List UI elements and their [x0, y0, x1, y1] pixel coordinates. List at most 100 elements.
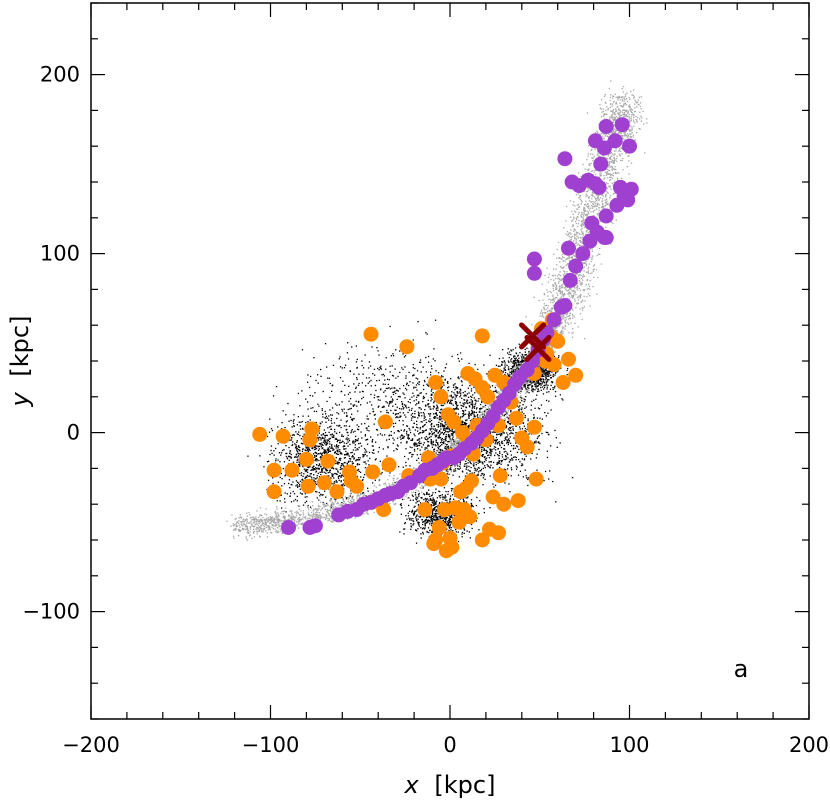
black-particle: [424, 520, 426, 522]
black-particle: [358, 373, 360, 375]
black-particle: [352, 405, 355, 407]
black-particle: [330, 447, 332, 449]
black-particle: [507, 441, 509, 443]
black-particle: [405, 448, 407, 450]
black-particle: [438, 425, 440, 427]
black-particle: [339, 439, 341, 441]
black-particle: [388, 405, 390, 407]
black-particle: [497, 441, 499, 444]
black-particle: [363, 454, 365, 456]
black-particle: [457, 408, 459, 410]
black-particle: [412, 524, 414, 526]
black-particle: [330, 425, 332, 427]
black-particle: [567, 367, 569, 370]
black-particle: [329, 443, 331, 445]
black-particle: [330, 506, 332, 508]
black-particle: [369, 365, 372, 367]
black-particle: [446, 499, 448, 501]
black-particle: [281, 422, 283, 424]
black-particle: [517, 354, 519, 356]
black-particle: [526, 347, 528, 349]
black-particle: [549, 470, 551, 472]
black-particle: [527, 478, 529, 481]
black-particle: [515, 425, 517, 427]
black-particle: [298, 464, 300, 466]
black-particle: [334, 438, 336, 440]
black-particle: [345, 425, 347, 427]
black-particle: [468, 392, 470, 394]
black-particle: [428, 519, 431, 522]
black-particle: [434, 360, 436, 362]
black-particle: [478, 461, 481, 463]
black-particle: [464, 402, 466, 404]
black-particle: [350, 452, 352, 454]
black-particle: [332, 384, 334, 386]
black-particle: [431, 431, 433, 433]
black-particle: [321, 437, 323, 440]
black-particle: [296, 448, 298, 450]
black-particle: [508, 422, 510, 425]
black-particle: [372, 482, 374, 484]
black-particle: [424, 438, 427, 440]
black-particle: [514, 361, 516, 364]
black-particle: [342, 464, 344, 466]
black-particle: [543, 381, 545, 383]
black-particle: [457, 376, 460, 378]
black-particle: [356, 469, 359, 471]
black-particle: [457, 540, 460, 543]
black-particle: [346, 439, 349, 441]
black-particle: [310, 469, 312, 471]
black-particle: [527, 380, 529, 382]
black-particle: [352, 456, 354, 458]
black-particle: [506, 452, 508, 454]
black-particle: [427, 355, 430, 358]
black-particle: [548, 373, 550, 375]
black-particle: [278, 452, 281, 454]
black-particle: [450, 488, 453, 490]
black-particle: [420, 421, 422, 423]
black-particle: [421, 432, 424, 434]
black-particle: [307, 421, 309, 423]
black-particle: [419, 453, 422, 455]
black-particle: [519, 428, 521, 430]
black-particle: [466, 393, 468, 395]
black-particle: [465, 463, 467, 465]
black-particle: [443, 432, 446, 434]
black-particle: [352, 442, 354, 444]
black-particle: [294, 456, 296, 458]
black-particle: [460, 389, 462, 391]
black-particle: [316, 483, 318, 485]
black-particle: [439, 515, 441, 517]
black-particle: [433, 517, 435, 519]
black-particle: [519, 363, 521, 365]
black-particle: [422, 527, 424, 529]
black-particle: [396, 406, 398, 408]
black-particle: [486, 450, 488, 452]
black-particle: [409, 398, 411, 400]
black-particle: [324, 440, 326, 442]
black-particle: [418, 524, 420, 526]
black-particle: [301, 443, 304, 445]
black-particle: [339, 366, 342, 368]
black-particle: [321, 468, 323, 471]
black-particle: [327, 439, 330, 442]
black-particle: [452, 474, 454, 476]
black-particle: [321, 494, 323, 496]
black-particle: [374, 479, 376, 481]
black-particle: [446, 473, 448, 475]
black-particle: [543, 370, 545, 372]
black-particle: [452, 439, 455, 441]
black-particle: [372, 408, 374, 410]
black-particle: [439, 516, 441, 518]
black-particle: [332, 475, 334, 478]
black-particle: [534, 383, 536, 386]
black-particle: [541, 370, 543, 372]
black-particle: [524, 430, 526, 432]
black-particle: [398, 419, 400, 422]
black-particle: [449, 468, 451, 470]
black-particle: [507, 421, 509, 424]
black-particle: [377, 399, 379, 401]
black-particle: [303, 473, 305, 475]
black-particle: [388, 387, 390, 389]
black-particle: [374, 459, 376, 461]
